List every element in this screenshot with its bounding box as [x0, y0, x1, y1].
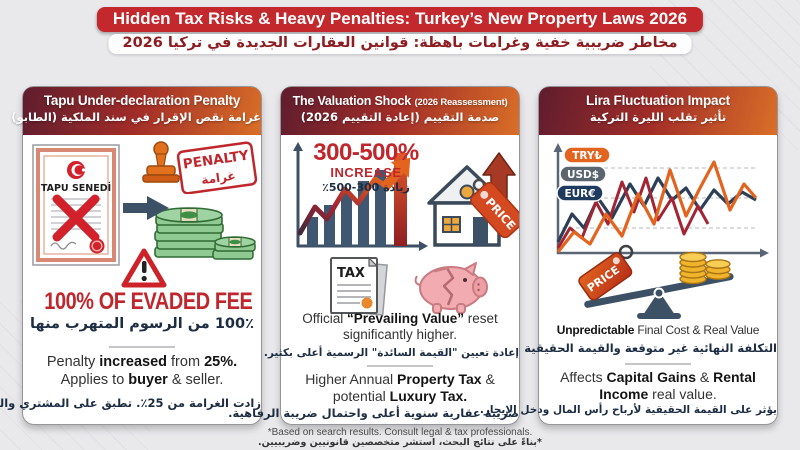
tax-document-icon: TAX: [330, 256, 388, 316]
red-x-mark: [52, 194, 100, 242]
svg-text:TRY₺: TRY₺: [572, 150, 602, 162]
panel-tapu-title-arabic: غرامة نقص الإقرار في سند الملكية (الطابو…: [11, 110, 261, 124]
tapu-deed-icon: TAPU SENEDİ: [32, 144, 120, 266]
lira-mid-text: Unpredictable Final Cost & Real Value: [556, 323, 760, 337]
footer-disclaimer-en: *Based on search results. Consult legal …: [267, 426, 533, 438]
valuation-mid-arabic: إعادة تعيين "القيمة السائدة" الرسمية أعل…: [263, 347, 519, 359]
turkish-flag-emblem: [67, 161, 86, 179]
tapu-headline-arabic: 100٪ من الرسوم المتهرب منها: [30, 316, 254, 332]
valuation-note-arabic: ضريبة عقارية سنوية أعلى واحتمال ضريبة ال…: [228, 406, 519, 420]
divider: [625, 363, 691, 365]
valuation-note: Higher Annual Property Tax & potential L…: [305, 371, 495, 405]
tapu-headline: 100% OF EVADED FEE: [44, 288, 253, 315]
piggy-bank-icon: [414, 262, 488, 314]
try-line: [556, 160, 758, 253]
lira-note-arabic: يؤثر على القيمة الحقيقية لأرباح رأس الما…: [479, 404, 777, 416]
price-tag: PRICE: [470, 182, 519, 239]
panel-lira-title-arabic: تأثير تقلب الليرة التركية: [589, 110, 727, 124]
lira-mid-arabic: التكلفة النهائية غير متوقعة والقيمة الحق…: [524, 341, 777, 355]
stamp-label-ar: غرامة: [200, 169, 236, 188]
panel-tapu-header: Tapu Under-declaration Penalty غرامة نقص…: [11, 87, 261, 135]
coin-stacks-icon: [679, 251, 731, 285]
main-title-arabic: مخاطر ضريبية خفية وغرامات باهظة: قوانين …: [108, 34, 692, 54]
panels-row: Tapu Under-declaration Penalty غرامة نقص…: [0, 86, 778, 425]
panel-tapu: Tapu Under-declaration Penalty غرامة نقص…: [0, 86, 262, 425]
svg-text:USD$: USD$: [567, 169, 599, 181]
tapu-note: Penalty increased from 25%. Applies to b…: [46, 354, 238, 388]
tax-label: TAX: [337, 266, 365, 281]
legend-eur: EUR€: [556, 184, 604, 202]
svg-text:EUR€: EUR€: [564, 188, 595, 200]
divider: [367, 365, 433, 367]
panel-valuation-body: 300-500% INCREASE زيادة 300-500٪ PRICE: [228, 135, 519, 424]
panel-tapu-title: Tapu Under-declaration Penalty: [43, 93, 241, 108]
increase-label-arabic: زيادة 300-500٪: [322, 181, 410, 194]
panel-lira-body: TRY₺ USD$ EUR€: [479, 135, 777, 424]
deed-title: TAPU SENEDİ: [41, 183, 111, 194]
panel-valuation-title-arabic: صدمة التقييم (إعادة التقييم 2026): [300, 110, 500, 124]
legend-try: TRY₺: [563, 146, 611, 164]
house-price-icon: PRICE: [427, 152, 519, 247]
warning-triangle-icon: [121, 248, 167, 288]
main-title: Hidden Tax Risks & Heavy Penalties: Turk…: [96, 7, 704, 32]
increase-stat: 300-500% INCREASE زيادة 300-500٪: [305, 139, 427, 195]
currency-line-chart: TRY₺ USD$ EUR€: [553, 143, 769, 258]
bar-chart-growth-icon: [293, 142, 428, 251]
panel-valuation-title: The Valuation Shock (2026 Reassessment): [292, 94, 508, 108]
panel-valuation: The Valuation Shock (2026 Reassessment) …: [228, 86, 520, 425]
penalty-stamp-icon: PENALTY غرامة: [142, 141, 257, 194]
increase-label: INCREASE: [330, 165, 402, 180]
increase-percent: 300-500%: [313, 139, 419, 166]
signature: [50, 241, 77, 250]
lira-note: Affects Capital Gains & Rental Income re…: [560, 369, 756, 403]
panel-tapu-body: TAPU SENEDİ: [0, 135, 261, 424]
tag-ring: [618, 244, 634, 260]
arrow-right-icon: [123, 196, 169, 220]
tapu-note-arabic: زادت الغرامة من 25٪. تطبق على المشتري وا…: [0, 396, 261, 410]
panel-valuation-header: The Valuation Shock (2026 Reassessment) …: [281, 87, 519, 135]
divider: [109, 346, 175, 348]
footer-disclaimer-arabic: *بناءً على نتائج البحث، استشر متخصصين قا…: [258, 437, 542, 449]
panel-lira: Lira Fluctuation Impact تأثير تقلب اللير…: [479, 86, 778, 425]
valuation-mid-text: Official “Prevailing Value” reset signif…: [302, 311, 498, 343]
footer-disclaimer: *Based on search results. Consult legal …: [0, 427, 800, 449]
balance-scale-icon: PRICE: [578, 244, 734, 319]
panel-lira-header: Lira Fluctuation Impact تأثير تقلب اللير…: [539, 87, 777, 135]
panel-lira-title: Lira Fluctuation Impact: [586, 93, 730, 108]
legend-usd: USD$: [559, 165, 607, 183]
